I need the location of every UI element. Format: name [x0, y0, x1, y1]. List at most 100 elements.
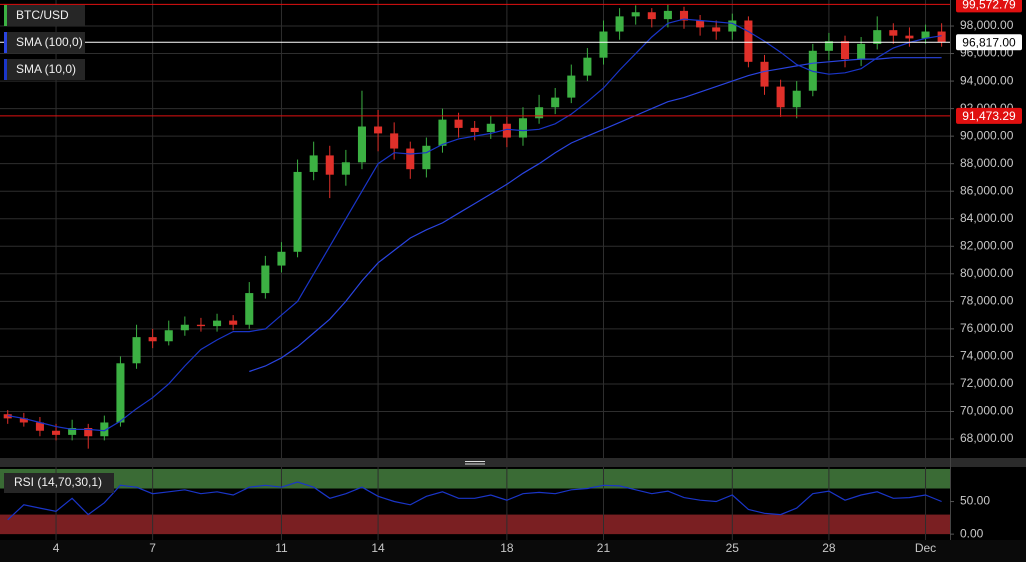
candle-body [470, 127, 479, 133]
x-tick-label: 21 [597, 541, 611, 555]
sma-line [249, 57, 942, 373]
x-tick-label: 7 [149, 541, 156, 555]
candle-body [905, 35, 914, 39]
x-tick-label: 14 [371, 541, 385, 555]
y-tick-label: 82,000.00 [960, 238, 1014, 252]
candle-body [325, 155, 334, 175]
candle-body [937, 31, 946, 43]
candle-body [84, 427, 93, 437]
x-tick-label: 25 [726, 541, 740, 555]
y-tick-label: 80,000.00 [960, 266, 1014, 280]
candle-body [261, 265, 270, 294]
rsi-title-box [4, 473, 114, 493]
candle-body [422, 145, 431, 170]
x-tick-label: 28 [822, 541, 836, 555]
candle-body [19, 418, 28, 423]
x-tick-label: 11 [275, 541, 288, 555]
y-tick-label: 94,000.00 [960, 73, 1014, 87]
y-tick-label: 88,000.00 [960, 156, 1014, 170]
candle-body [309, 155, 318, 172]
rsi-tick-label: 0.00 [960, 526, 984, 540]
candle-body [696, 20, 705, 28]
legend-label: SMA (10,0) [16, 62, 76, 76]
candle-body [68, 427, 77, 435]
candle-body [712, 27, 721, 32]
x-axis-band [0, 540, 1026, 562]
candle-body [502, 123, 511, 138]
candle-body [535, 107, 544, 119]
y-tick-label: 74,000.00 [960, 349, 1014, 363]
legend-box [4, 59, 85, 80]
rsi-tick-label: 50.00 [960, 494, 990, 508]
y-tick-label: 78,000.00 [960, 294, 1014, 308]
legend-label: BTC/USD [16, 8, 69, 22]
candle-body [760, 61, 769, 87]
legend-box [4, 32, 85, 53]
candle-body [277, 251, 286, 266]
y-tick-label: 70,000.00 [960, 404, 1014, 418]
y-tick-label: 68,000.00 [960, 431, 1014, 445]
candle-body [824, 41, 833, 51]
x-tick-label: Dec [915, 541, 936, 555]
candle-body [164, 330, 173, 342]
candle-body [341, 162, 350, 175]
y-tick-label: 84,000.00 [960, 211, 1014, 225]
legend-label: SMA (100,0) [16, 35, 83, 49]
price-label-box [956, 34, 1022, 51]
rsi-zone [0, 468, 950, 489]
price-label: 99,572.79 [962, 0, 1016, 12]
candle-body [744, 20, 753, 62]
candle-body [132, 337, 141, 364]
x-tick-label: 4 [53, 541, 60, 555]
candle-body [406, 148, 415, 170]
candle-body [631, 12, 640, 17]
candle-body [873, 30, 882, 44]
candle-body [679, 10, 689, 21]
candle-body [583, 57, 592, 76]
candle-body [921, 31, 930, 39]
candle-body [3, 414, 12, 419]
candle-body [615, 16, 624, 32]
legend-box [4, 5, 85, 26]
candle-body [792, 90, 801, 108]
rsi-title: RSI (14,70,30,1) [14, 475, 102, 489]
candle-body [100, 422, 109, 437]
candle-body [213, 320, 222, 327]
candle-body [840, 41, 850, 60]
candle-body [647, 12, 656, 20]
candle-body [663, 10, 672, 20]
candle-body [52, 430, 61, 435]
price-label-box [956, 107, 1022, 124]
y-tick-label: 76,000.00 [960, 321, 1014, 335]
candle-body [518, 118, 528, 138]
legend-swatch [4, 32, 7, 53]
candle-body [438, 119, 447, 146]
sma-line [7, 18, 942, 432]
legend: BTC/USD SMA (100,0) SMA (10,0) RSI (14,70,3… [4, 5, 114, 493]
candle-body [35, 422, 44, 431]
candle-body [567, 75, 576, 98]
candle-body [180, 324, 189, 331]
candle-body [390, 133, 399, 149]
candle-body [857, 43, 866, 60]
candle-body [776, 86, 785, 108]
rsi-zone [0, 514, 950, 535]
candle-body [229, 320, 238, 325]
price-label: 91,473.29 [962, 109, 1016, 123]
legend-swatch [4, 59, 7, 80]
candle-body [599, 31, 608, 58]
legend-swatch [4, 5, 7, 26]
candle-body [486, 123, 495, 133]
y-tick-label: 90,000.00 [960, 128, 1014, 142]
y-tick-label: 86,000.00 [960, 183, 1014, 197]
x-tick-label: 18 [500, 541, 514, 555]
candle-body [357, 126, 366, 163]
candle-body [728, 20, 737, 32]
panel-divider[interactable] [0, 458, 1026, 467]
candle-body [245, 293, 254, 325]
candle-body [196, 324, 205, 327]
candle-body [116, 363, 125, 423]
